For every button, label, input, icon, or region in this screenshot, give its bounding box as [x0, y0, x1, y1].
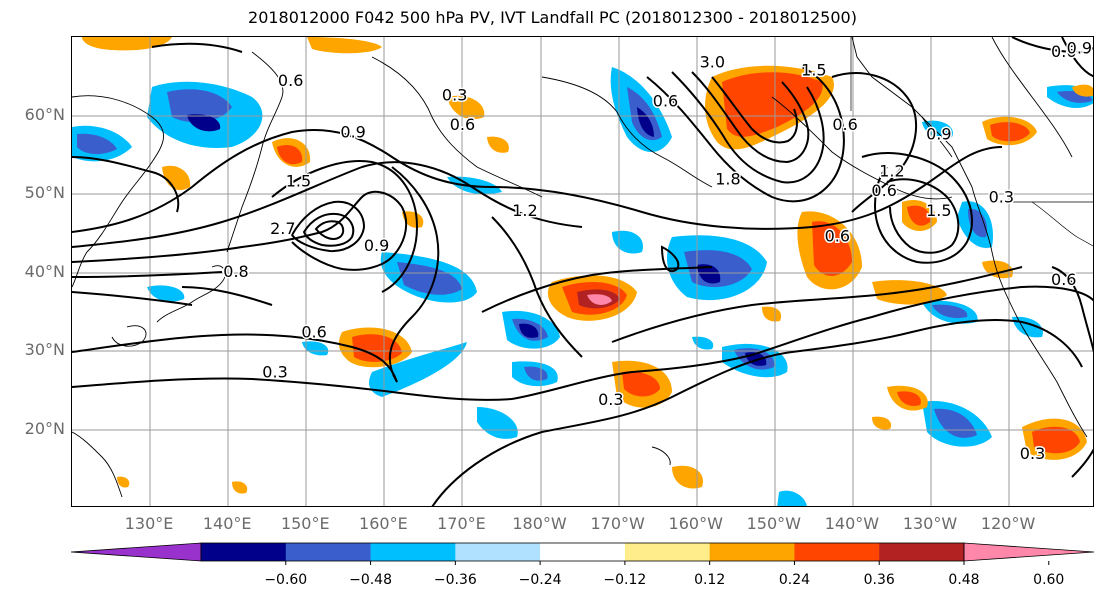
- contour-label: 0.6: [278, 71, 303, 90]
- colorbar-cell: [540, 543, 626, 561]
- lon-label: 170°E: [437, 514, 486, 533]
- contour-label: 0.3: [989, 187, 1014, 206]
- lon-label: 150°E: [280, 514, 330, 533]
- pv-contour-labels: 0.60.30.9 0.61.51.22.70.90.80.60.30.33.0 1…: [222, 37, 1093, 465]
- colorbar-max-extend: [963, 542, 1095, 562]
- contour-label: 1.8: [715, 169, 740, 188]
- colorbar-tick-label: −0.48: [349, 572, 392, 588]
- colorbar-tick-label: −0.24: [518, 572, 562, 588]
- contour-label: 0.9: [364, 236, 389, 255]
- lon-label: 180°W: [512, 514, 567, 533]
- colorbar-tick-label: 0.48: [948, 572, 980, 588]
- colorbar-cell: [624, 543, 711, 561]
- colorbar-tick-label: −0.36: [433, 572, 477, 588]
- contour-label: 0.6: [1051, 270, 1076, 289]
- lon-label: 160°W: [668, 514, 723, 533]
- contour-label: 1.5: [926, 201, 951, 220]
- map-svg: 0.60.30.9 0.61.51.22.70.90.80.60.30.33.0 1…: [72, 37, 1093, 506]
- colorbar-tick-label: 0.24: [778, 572, 811, 588]
- colorbar-tick-label: −0.60: [264, 572, 308, 588]
- colorbar-tick-label: 0.60: [1033, 572, 1065, 588]
- map-panel: 0.6 0.3 0.9 0.6 1.5 1.2 2.7 0.9 0.8 0.6 0.3 0.3 3.0 1…: [71, 36, 1094, 507]
- lon-label: 130°E: [124, 514, 174, 533]
- colorbar-cell: [709, 543, 795, 561]
- contour-label: 0.6: [653, 92, 678, 111]
- contour-label: 0.6: [1051, 42, 1076, 61]
- contour-label: 0.6: [450, 115, 475, 134]
- colorbar-tick-label: −0.12: [603, 572, 647, 588]
- lat-label: 40°N: [24, 261, 65, 281]
- colorbar-tick-label: 0.12: [694, 572, 726, 588]
- colorbar-cell: [201, 543, 287, 561]
- coastlines: [72, 37, 1088, 498]
- lon-label: 140°E: [202, 514, 252, 533]
- contour-label: 0.6: [871, 181, 896, 200]
- contour-label: 1.2: [879, 162, 904, 181]
- lon-label: 170°W: [590, 514, 645, 533]
- contour-label: 0.6: [832, 115, 857, 134]
- contour-label: 0.6: [301, 322, 326, 341]
- contour-label: 0.3: [442, 85, 467, 104]
- colorbar-cell: [794, 543, 880, 561]
- colorbar-tick-label: 0.36: [863, 572, 895, 588]
- contour-label: 0.8: [223, 262, 248, 281]
- lat-label: 20°N: [24, 418, 65, 438]
- contour-label: 1.5: [286, 172, 311, 191]
- contour-label: 0.3: [1020, 444, 1045, 463]
- contour-label: 1.2: [512, 201, 537, 220]
- colorbar-cell: [455, 543, 541, 561]
- lat-label: 50°N: [24, 183, 65, 202]
- contour-label: 0.3: [262, 362, 287, 381]
- lon-label: 130°W: [902, 514, 958, 533]
- colorbar-cell: [879, 543, 965, 561]
- colorbar-cells: [70, 542, 1095, 565]
- contour-label: 0.9: [926, 125, 951, 144]
- lon-label: 120°W: [980, 514, 1036, 533]
- lon-label: 140°W: [824, 514, 880, 533]
- contour-label: 1.5: [801, 60, 826, 79]
- lat-label: 30°N: [24, 340, 65, 359]
- colorbar-outline: [200, 542, 965, 562]
- colorbar-cell: [285, 543, 372, 561]
- pv-contours: [72, 37, 1093, 506]
- lat-label: 60°N: [24, 104, 65, 124]
- colorbar-min-extend: [70, 542, 202, 562]
- map-title: 2018012000 F042 500 hPa PV, IVT Landfall…: [248, 8, 857, 27]
- contour-label: 0.9: [1067, 38, 1092, 57]
- contour-label: 0.9: [340, 122, 365, 141]
- colorbar-cell: [370, 543, 456, 561]
- lon-label: 160°E: [359, 514, 408, 533]
- contour-label: 2.7: [270, 219, 295, 238]
- lon-label: 150°W: [746, 514, 801, 533]
- contour-label: 0.6: [825, 227, 850, 246]
- contour-label: 3.0: [700, 52, 725, 71]
- contour-label: 0.3: [598, 390, 623, 409]
